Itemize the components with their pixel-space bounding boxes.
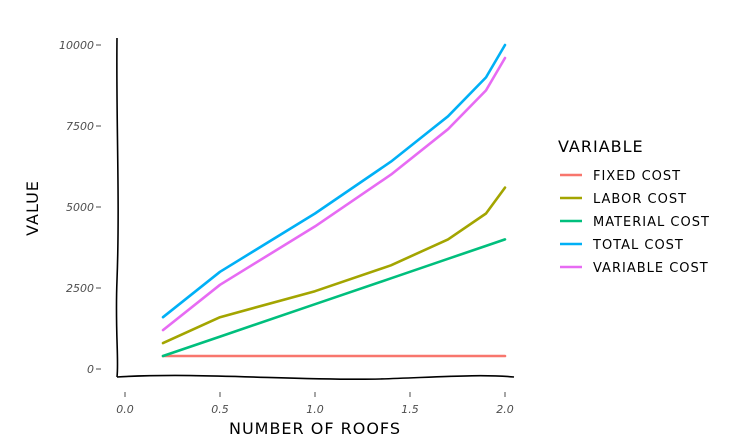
legend-label-fixed-cost: FIXED COST bbox=[593, 169, 681, 184]
x-tick-label: 1.0 bbox=[306, 403, 324, 416]
y-tick-label: 2500 bbox=[66, 282, 94, 295]
x-ticks: 0.0 0.5 1.0 1.5 2.0 bbox=[116, 392, 514, 416]
series-line-labor-cost bbox=[161, 186, 507, 345]
y-axis-line bbox=[115, 37, 119, 378]
x-axis bbox=[116, 374, 515, 381]
y-tick-label: 0 bbox=[87, 363, 94, 376]
series-line-total-cost bbox=[161, 43, 507, 319]
series-line-variable-cost bbox=[161, 56, 507, 332]
y-tick-label: 5000 bbox=[66, 201, 94, 214]
x-tick-label: 2.0 bbox=[496, 403, 514, 416]
x-tick-label: 0.0 bbox=[116, 403, 134, 416]
y-tick-label: 7500 bbox=[66, 120, 94, 133]
legend-items: FIXED COST LABOR COST MATERIAL COST TOTAL C… bbox=[560, 169, 710, 276]
y-tick-label: 10000 bbox=[59, 39, 94, 52]
legend: VARIABLE FIXED COST LABOR COST MATERIAL CO… bbox=[558, 137, 710, 276]
x-axis-title: NUMBER OF ROOFS bbox=[229, 419, 401, 438]
y-axis-title: VALUE bbox=[23, 180, 42, 236]
legend-label-material-cost: MATERIAL COST bbox=[593, 215, 710, 230]
x-tick-label: 1.5 bbox=[401, 403, 419, 416]
series-line-material-cost bbox=[161, 238, 507, 358]
legend-title: VARIABLE bbox=[558, 137, 644, 156]
x-axis-line bbox=[116, 374, 515, 381]
y-ticks: 0 2500 5000 7500 10000 bbox=[59, 39, 101, 376]
legend-label-variable-cost: VARIABLE COST bbox=[593, 261, 709, 276]
y-axis bbox=[115, 37, 119, 378]
x-tick-label: 0.5 bbox=[211, 403, 229, 416]
series-lines bbox=[161, 43, 507, 358]
legend-label-total-cost: TOTAL COST bbox=[592, 238, 684, 253]
legend-label-labor-cost: LABOR COST bbox=[593, 192, 687, 207]
